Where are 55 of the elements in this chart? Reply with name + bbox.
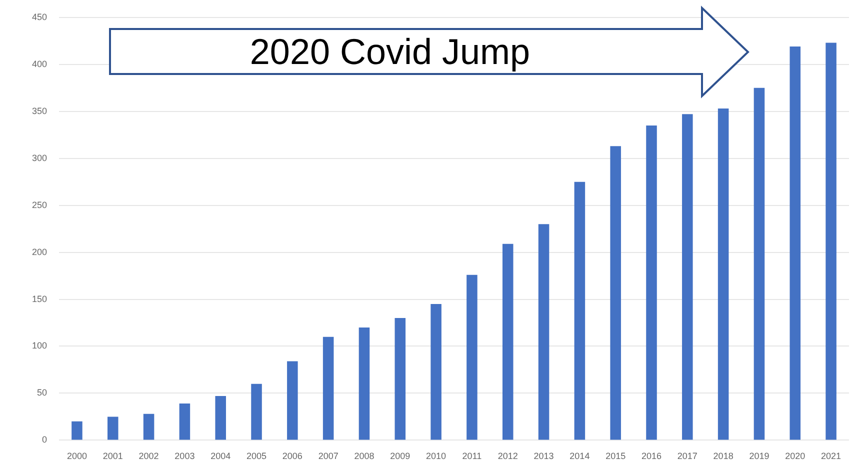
- x-tick-label: 2020: [785, 451, 806, 462]
- x-tick-label: 2013: [534, 451, 554, 462]
- bar: [790, 46, 801, 440]
- x-tick-label: 2009: [390, 451, 410, 462]
- bar: [358, 327, 370, 440]
- bar: [682, 114, 693, 440]
- x-tick-label: 2017: [677, 451, 698, 462]
- x-tick-label: 2003: [174, 451, 195, 462]
- bar: [72, 421, 82, 440]
- bar: [430, 304, 442, 440]
- x-tick-label: 2011: [462, 451, 482, 462]
- y-tick-label: 350: [32, 106, 48, 116]
- bar: [502, 244, 514, 440]
- bar: [287, 361, 298, 440]
- annotation: 2020 Covid Jump: [248, 30, 532, 74]
- x-tick-label: 2018: [713, 451, 734, 462]
- y-tick-label: 250: [32, 200, 48, 210]
- x-tick-label: 2015: [606, 451, 626, 462]
- y-tick-label: 200: [32, 246, 48, 257]
- x-tick-label: 2021: [821, 451, 842, 462]
- y-tick-label: 450: [32, 12, 48, 22]
- x-tick-label: 2000: [66, 451, 87, 462]
- bar: [143, 414, 154, 440]
- bar: [754, 88, 765, 440]
- x-tick-label: 2006: [282, 451, 302, 462]
- x-tick-label: 2004: [210, 451, 231, 462]
- x-tick-label: 2012: [498, 451, 518, 462]
- y-tick-label: 400: [32, 58, 48, 69]
- bar: [718, 108, 729, 440]
- y-tick-label: 300: [32, 152, 48, 163]
- x-tick-label: 2001: [102, 451, 123, 462]
- x-tick-label: 2016: [641, 451, 662, 462]
- bar: [394, 318, 406, 440]
- x-tick-label: 2008: [354, 451, 374, 462]
- bar: [107, 416, 118, 440]
- bar: [610, 146, 621, 440]
- y-tick-label: 150: [32, 294, 48, 304]
- y-tick-label: 100: [32, 340, 48, 351]
- bar: [826, 42, 836, 440]
- x-tick-label: 2019: [749, 451, 770, 462]
- bar: [251, 384, 262, 440]
- bar: [574, 182, 586, 440]
- bar: [322, 336, 334, 440]
- x-tick-label: 2014: [570, 451, 590, 462]
- x-tick-label: 2010: [426, 451, 446, 462]
- bar: [538, 224, 550, 440]
- x-tick-label: 2007: [318, 451, 338, 462]
- x-tick-label: 2002: [138, 451, 159, 462]
- y-tick-label: 0: [42, 434, 48, 445]
- bar: [646, 125, 657, 440]
- bar: [466, 274, 478, 440]
- bar: [215, 396, 226, 440]
- y-tick-label: 50: [37, 388, 48, 398]
- bar: [179, 404, 190, 440]
- x-tick-label: 2005: [246, 451, 267, 462]
